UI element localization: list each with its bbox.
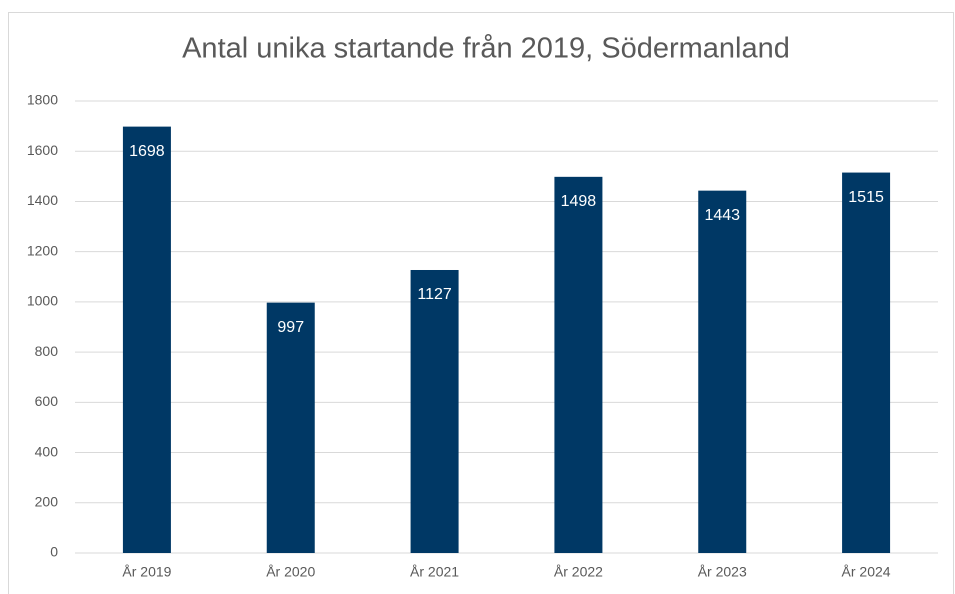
y-tick-label: 400 (35, 443, 59, 459)
x-tick-label: År 2021 (410, 564, 459, 580)
x-tick-label: År 2024 (842, 564, 891, 580)
chart-title: Antal unika startande från 2019, Söderma… (182, 33, 790, 65)
data-label: 1443 (704, 207, 740, 224)
y-tick-label: 1600 (27, 142, 58, 158)
bar (410, 269, 459, 553)
data-label: 1515 (848, 189, 884, 206)
data-label: 997 (277, 319, 304, 336)
bar (554, 176, 603, 553)
bar (266, 302, 315, 553)
y-tick-label: 200 (35, 493, 59, 509)
y-tick-label: 800 (35, 343, 59, 359)
y-tick-label: 1200 (27, 242, 58, 258)
x-tick-label: År 2023 (698, 564, 747, 580)
bar (122, 126, 171, 553)
y-tick-label: 1800 (27, 92, 58, 108)
x-tick-label: År 2022 (554, 564, 603, 580)
data-label: 1698 (129, 143, 165, 160)
y-tick-label: 1400 (27, 192, 58, 208)
y-tick-label: 1000 (27, 293, 58, 309)
y-tick-label: 0 (50, 544, 58, 560)
data-label: 1498 (561, 193, 597, 210)
y-tick-label: 600 (35, 393, 59, 409)
x-tick-label: År 2019 (122, 564, 171, 580)
data-label: 1127 (417, 286, 452, 303)
x-tick-label: År 2020 (266, 564, 315, 580)
bar (842, 172, 891, 554)
bar (698, 190, 747, 553)
